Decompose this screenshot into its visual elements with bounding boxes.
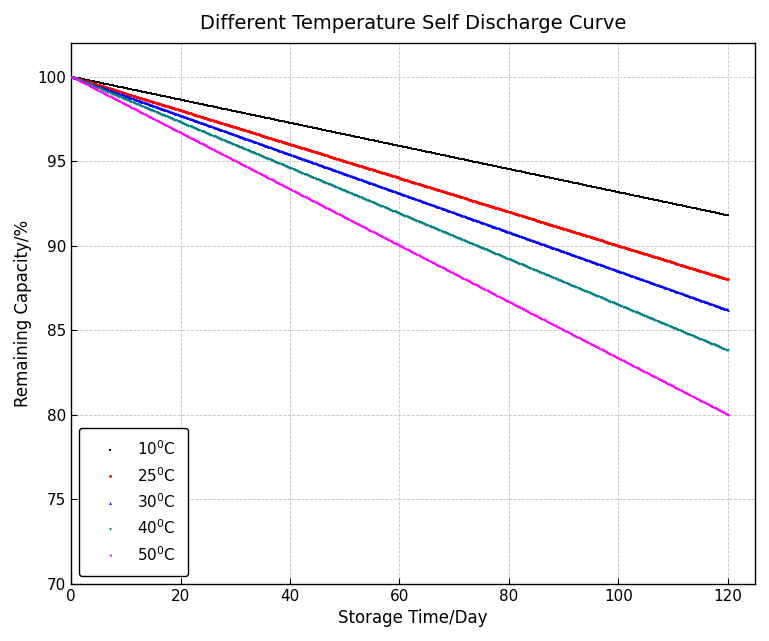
10$^0$C (454, 154, 463, 162)
30$^0$C (67, 72, 76, 80)
10$^0$C (505, 165, 514, 173)
40$^0$C (67, 72, 76, 80)
50$^0$C (454, 272, 463, 279)
10$^0$C (364, 135, 373, 143)
30$^0$C (561, 248, 570, 256)
10$^0$C (235, 108, 245, 116)
50$^0$C (183, 133, 192, 140)
40$^0$C (723, 347, 732, 354)
40$^0$C (454, 234, 463, 242)
10$^0$C (67, 72, 76, 80)
40$^0$C (183, 121, 192, 129)
40$^0$C (364, 197, 373, 204)
10$^0$C (723, 212, 732, 219)
50$^0$C (723, 411, 732, 419)
30$^0$C (183, 114, 192, 122)
10$^0$C (183, 97, 192, 105)
40$^0$C (235, 143, 245, 151)
30$^0$C (505, 228, 514, 236)
25$^0$C (183, 108, 192, 116)
30$^0$C (454, 210, 463, 218)
Title: Different Temperature Self Discharge Curve: Different Temperature Self Discharge Cur… (200, 14, 626, 33)
25$^0$C (364, 165, 373, 172)
Line: 10$^0$C: 10$^0$C (70, 75, 729, 217)
25$^0$C (561, 226, 570, 233)
Line: 30$^0$C: 30$^0$C (70, 75, 729, 312)
30$^0$C (364, 178, 373, 186)
30$^0$C (235, 133, 245, 140)
40$^0$C (561, 279, 570, 287)
Line: 40$^0$C: 40$^0$C (70, 75, 729, 352)
50$^0$C (561, 328, 570, 335)
40$^0$C (505, 256, 514, 263)
Line: 50$^0$C: 50$^0$C (70, 75, 729, 416)
Line: 25$^0$C: 25$^0$C (70, 75, 729, 281)
25$^0$C (235, 125, 245, 133)
30$^0$C (723, 306, 732, 313)
25$^0$C (505, 208, 514, 216)
10$^0$C (561, 177, 570, 185)
25$^0$C (454, 192, 463, 200)
25$^0$C (67, 72, 76, 80)
Legend: 10$^0$C, 25$^0$C, 30$^0$C, 40$^0$C, 50$^0$C: 10$^0$C, 25$^0$C, 30$^0$C, 40$^0$C, 50$^… (78, 428, 188, 576)
Y-axis label: Remaining Capacity/%: Remaining Capacity/% (14, 220, 32, 407)
50$^0$C (67, 72, 76, 80)
50$^0$C (364, 226, 373, 233)
50$^0$C (235, 160, 245, 167)
X-axis label: Storage Time/Day: Storage Time/Day (338, 609, 488, 627)
50$^0$C (505, 299, 514, 306)
25$^0$C (723, 276, 732, 283)
